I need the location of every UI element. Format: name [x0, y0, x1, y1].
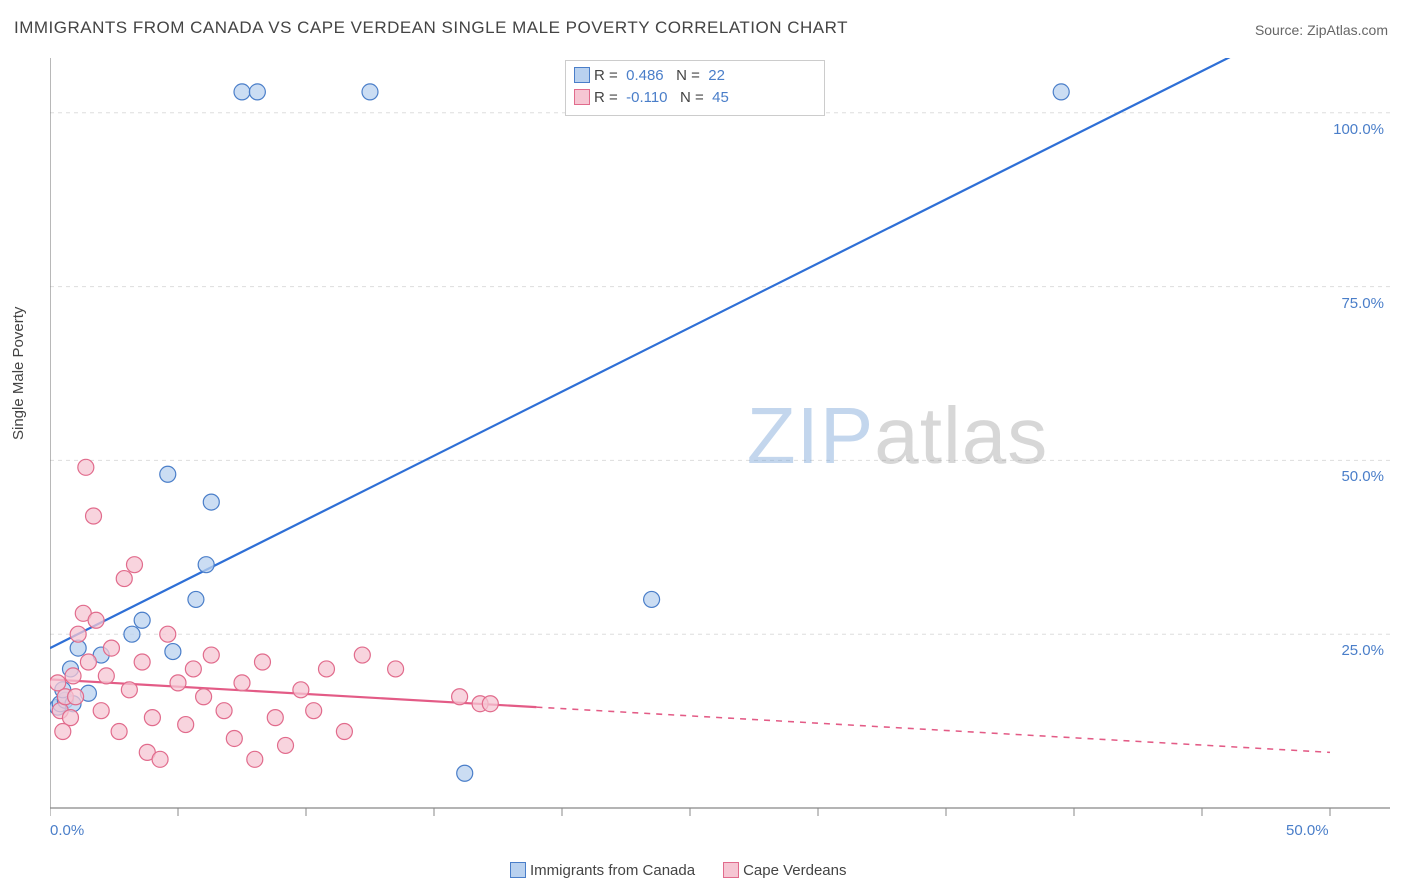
data-point-canada — [160, 466, 176, 482]
legend-n-label: N = — [664, 67, 704, 84]
data-point-cape — [247, 751, 263, 767]
data-point-cape — [55, 724, 71, 740]
data-point-canada — [249, 84, 265, 100]
trend-line-cape-extended — [536, 707, 1330, 752]
y-axis-label: Single Male Poverty — [10, 307, 27, 440]
trend-line-canada — [50, 58, 1330, 648]
legend-swatch-cape — [723, 862, 739, 878]
data-point-cape — [93, 703, 109, 719]
data-point-cape — [178, 717, 194, 733]
legend-r-label: R = — [594, 67, 622, 84]
data-point-cape — [216, 703, 232, 719]
data-point-cape — [144, 710, 160, 726]
x-tick-label: 50.0% — [1286, 822, 1329, 839]
legend-n-value-canada: 22 — [704, 67, 725, 84]
data-point-cape — [318, 661, 334, 677]
legend-row-canada: R = 0.486 N = 22 — [574, 65, 816, 87]
data-point-cape — [354, 647, 370, 663]
data-point-cape — [65, 668, 81, 684]
data-point-cape — [88, 612, 104, 628]
data-point-cape — [86, 508, 102, 524]
data-point-cape — [70, 626, 86, 642]
y-tick-label: 75.0% — [1341, 295, 1384, 312]
legend-swatch-canada — [510, 862, 526, 878]
data-point-cape — [160, 626, 176, 642]
data-point-cape — [482, 696, 498, 712]
source-attribution: Source: ZipAtlas.com — [1255, 22, 1388, 38]
legend-label-canada: Immigrants from Canada — [530, 862, 695, 879]
source-prefix: Source: — [1255, 22, 1307, 38]
y-tick-label: 50.0% — [1341, 468, 1384, 485]
legend-swatch-cape — [574, 89, 590, 105]
data-point-cape — [196, 689, 212, 705]
legend-n-label: N = — [668, 89, 708, 106]
data-point-cape — [170, 675, 186, 691]
y-tick-label: 25.0% — [1341, 642, 1384, 659]
data-point-canada — [203, 494, 219, 510]
data-point-cape — [185, 661, 201, 677]
legend-r-value-cape: -0.110 — [622, 89, 668, 106]
data-point-cape — [68, 689, 84, 705]
legend-row-cape: R = -0.110 N = 45 — [574, 87, 816, 109]
data-point-cape — [78, 459, 94, 475]
series-legend: Immigrants from Canada Cape Verdeans — [510, 862, 874, 879]
legend-item-canada: Immigrants from Canada — [510, 862, 695, 879]
data-point-canada — [198, 557, 214, 573]
data-point-cape — [111, 724, 127, 740]
data-point-cape — [336, 724, 352, 740]
legend-r-value-canada: 0.486 — [622, 67, 664, 84]
data-point-cape — [267, 710, 283, 726]
data-point-cape — [80, 654, 96, 670]
data-point-cape — [103, 640, 119, 656]
data-point-cape — [388, 661, 404, 677]
data-point-canada — [165, 644, 181, 660]
data-point-canada — [188, 591, 204, 607]
data-point-canada — [457, 765, 473, 781]
data-point-cape — [293, 682, 309, 698]
data-point-canada — [234, 84, 250, 100]
legend-item-cape: Cape Verdeans — [723, 862, 846, 879]
data-point-cape — [306, 703, 322, 719]
legend-label-cape: Cape Verdeans — [743, 862, 846, 879]
data-point-cape — [254, 654, 270, 670]
data-point-cape — [126, 557, 142, 573]
data-point-canada — [1053, 84, 1069, 100]
data-point-canada — [124, 626, 140, 642]
data-point-cape — [134, 654, 150, 670]
data-point-cape — [116, 571, 132, 587]
x-tick-label: 0.0% — [50, 822, 84, 839]
data-point-cape — [226, 730, 242, 746]
data-point-canada — [134, 612, 150, 628]
data-point-cape — [203, 647, 219, 663]
data-point-cape — [234, 675, 250, 691]
data-point-canada — [362, 84, 378, 100]
correlation-legend: R = 0.486 N = 22R = -0.110 N = 45 — [565, 60, 825, 116]
legend-n-value-cape: 45 — [708, 89, 729, 106]
data-point-cape — [278, 737, 294, 753]
data-point-cape — [152, 751, 168, 767]
scatter-plot — [50, 58, 1390, 848]
source-name: ZipAtlas.com — [1307, 22, 1388, 38]
y-tick-label: 100.0% — [1333, 121, 1384, 138]
data-point-cape — [121, 682, 137, 698]
legend-r-label: R = — [594, 89, 622, 106]
data-point-canada — [644, 591, 660, 607]
legend-swatch-canada — [574, 67, 590, 83]
data-point-cape — [452, 689, 468, 705]
data-point-cape — [98, 668, 114, 684]
chart-title: IMMIGRANTS FROM CANADA VS CAPE VERDEAN S… — [14, 18, 848, 38]
